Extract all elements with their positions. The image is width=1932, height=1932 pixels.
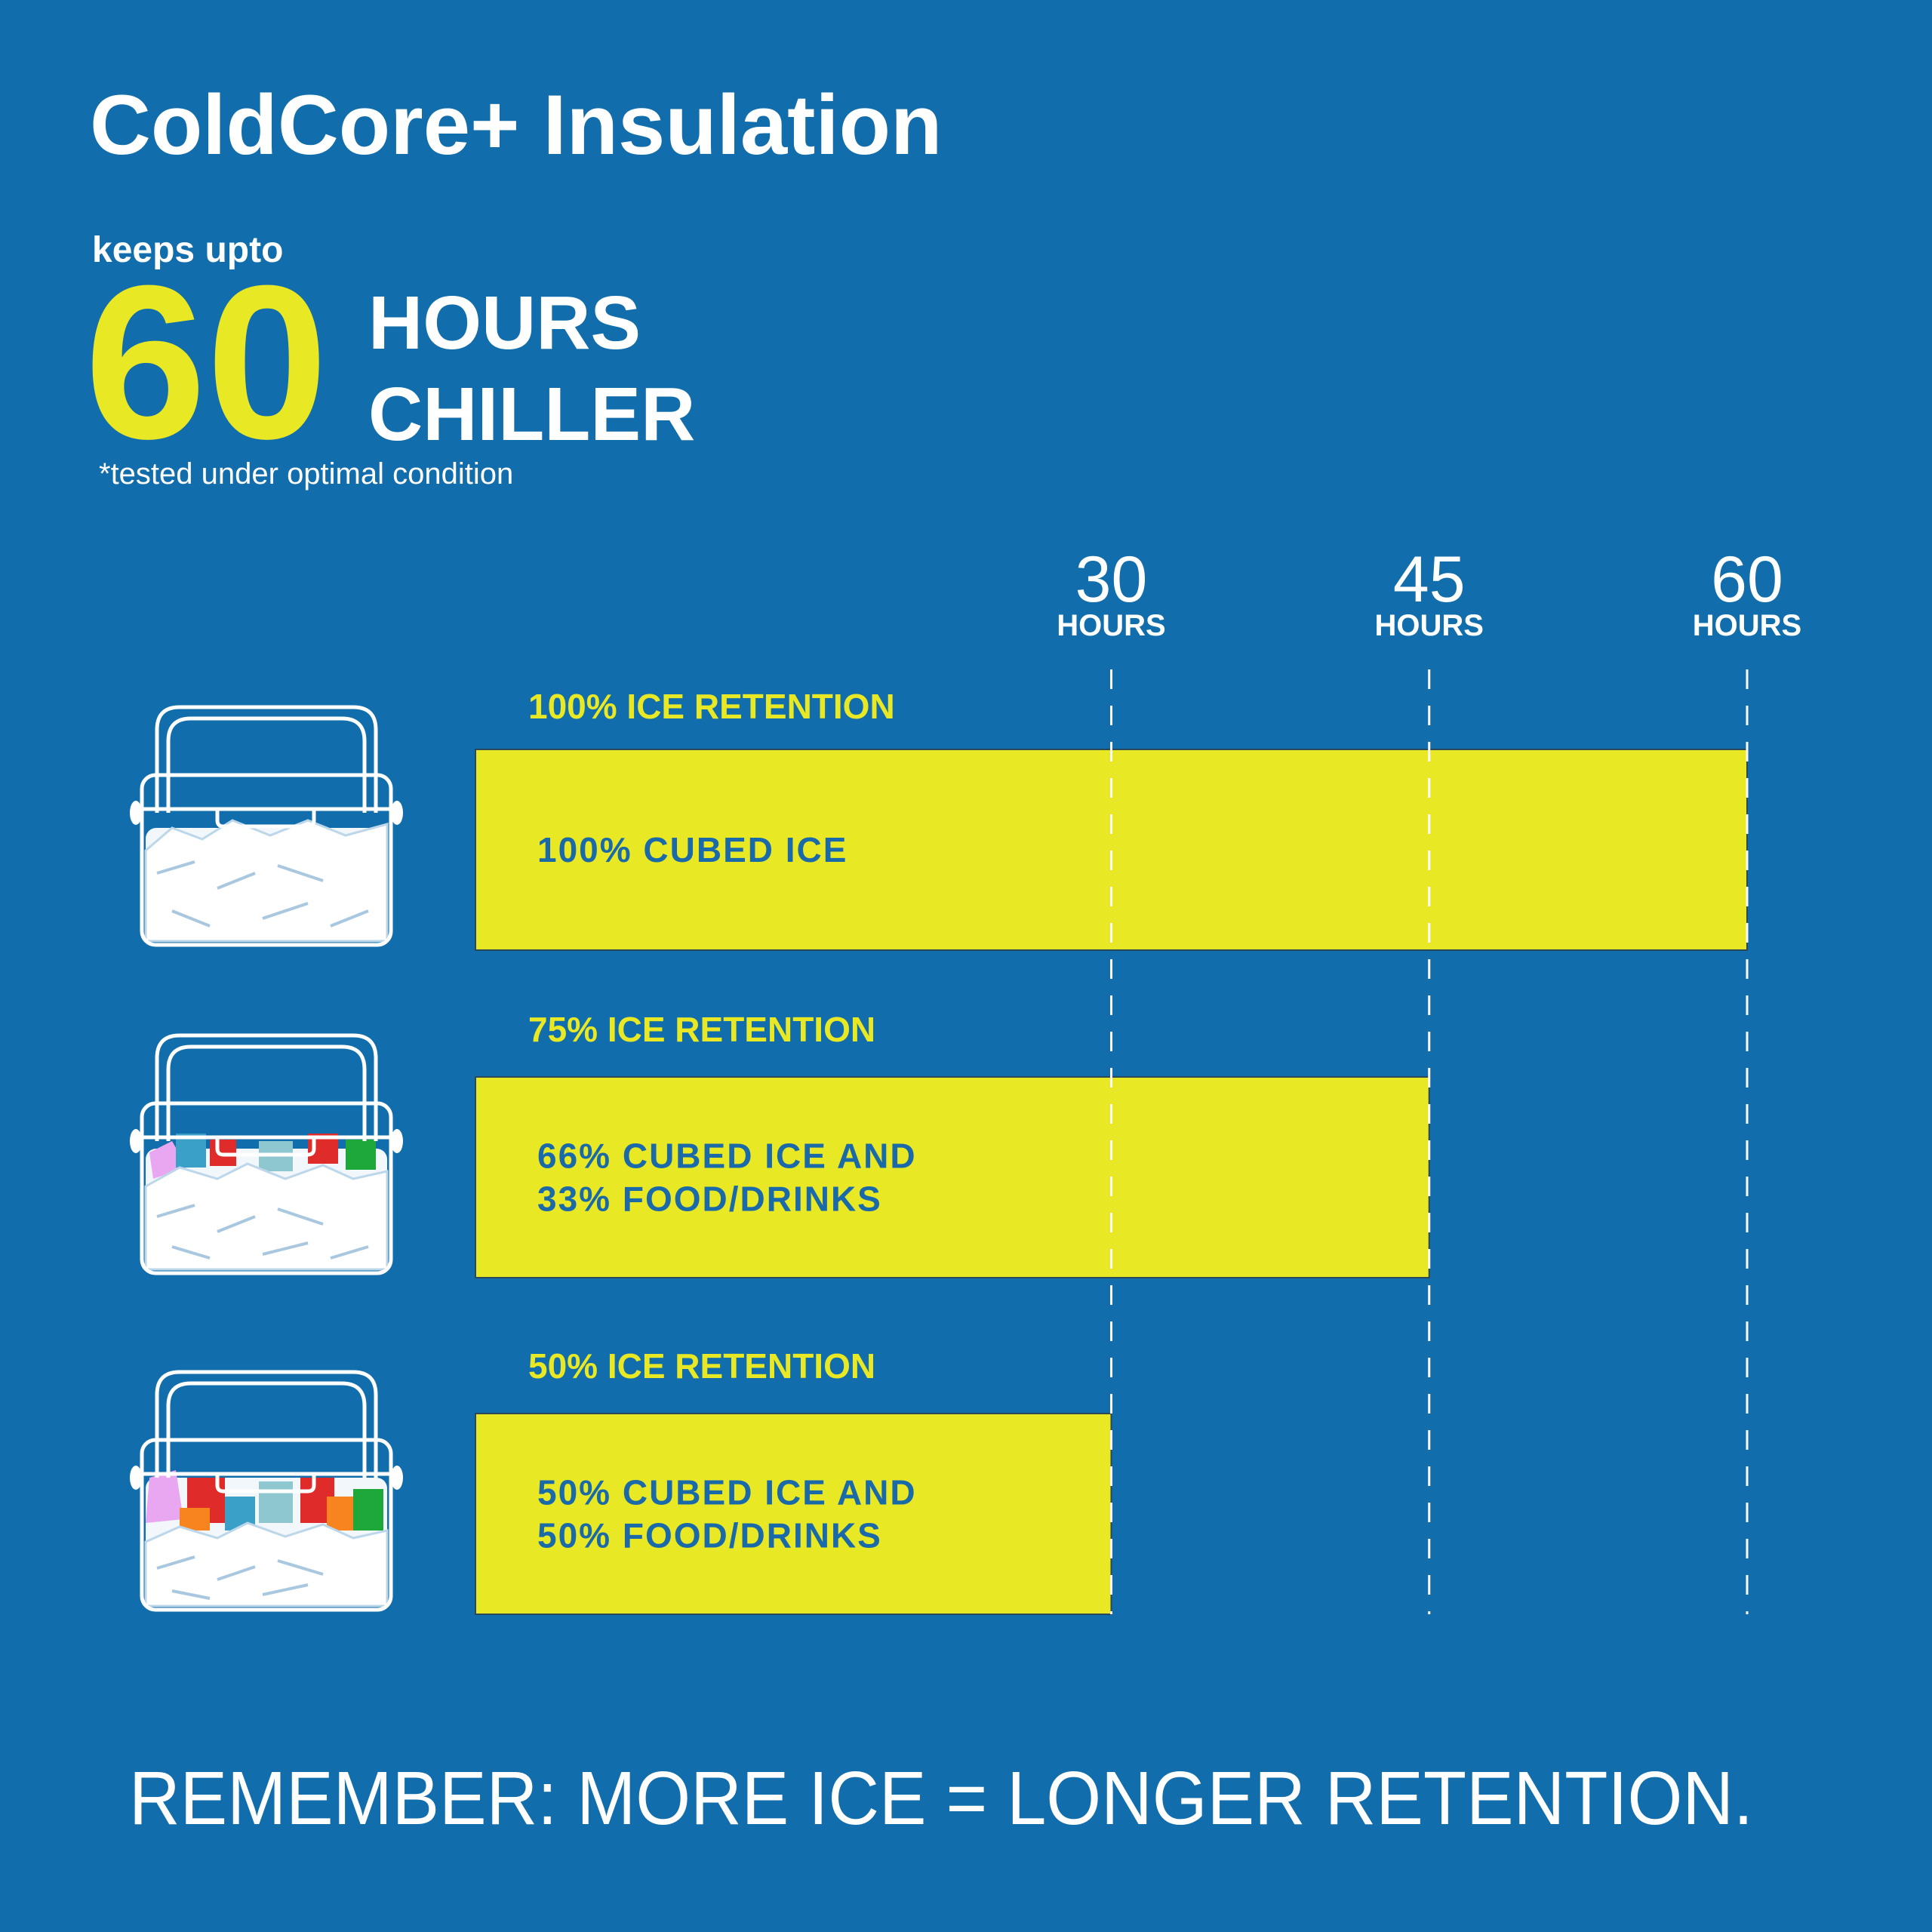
bar-label: 50% CUBED ICE AND <box>537 1473 917 1512</box>
x-tick-label: 60 <box>1711 543 1783 616</box>
bar-label: 66% CUBED ICE AND <box>537 1137 917 1176</box>
x-tick-label: 30 <box>1075 543 1148 616</box>
bar <box>475 1413 1112 1615</box>
cooler-icon <box>130 707 403 945</box>
bar <box>475 1076 1430 1278</box>
headline-line: CHILLER <box>368 372 695 457</box>
bar-label: 50% FOOD/DRINKS <box>537 1516 882 1555</box>
headline-number: 60 <box>85 240 328 485</box>
headline-line: HOURS <box>368 281 641 365</box>
x-tick-label: 45 <box>1393 543 1466 616</box>
category-label: 75% ICE RETENTION <box>528 1010 875 1049</box>
x-tick-unit: HOURS <box>1693 609 1801 642</box>
x-tick-unit: HOURS <box>1057 609 1165 642</box>
x-tick-unit: HOURS <box>1375 609 1484 642</box>
bar-label: 33% FOOD/DRINKS <box>537 1180 882 1219</box>
title: ColdCore+ Insulation <box>90 78 942 172</box>
cooler-icon <box>130 1035 403 1273</box>
cooler-icon <box>130 1372 403 1610</box>
category-label: 50% ICE RETENTION <box>528 1346 875 1386</box>
kicker: keeps upto <box>92 230 283 270</box>
category-label: 100% ICE RETENTION <box>528 687 895 726</box>
footer: REMEMBER: MORE ICE = LONGER RETENTION. <box>129 1756 1753 1841</box>
note: *tested under optimal condition <box>99 457 513 491</box>
bar-label: 100% CUBED ICE <box>537 830 848 869</box>
